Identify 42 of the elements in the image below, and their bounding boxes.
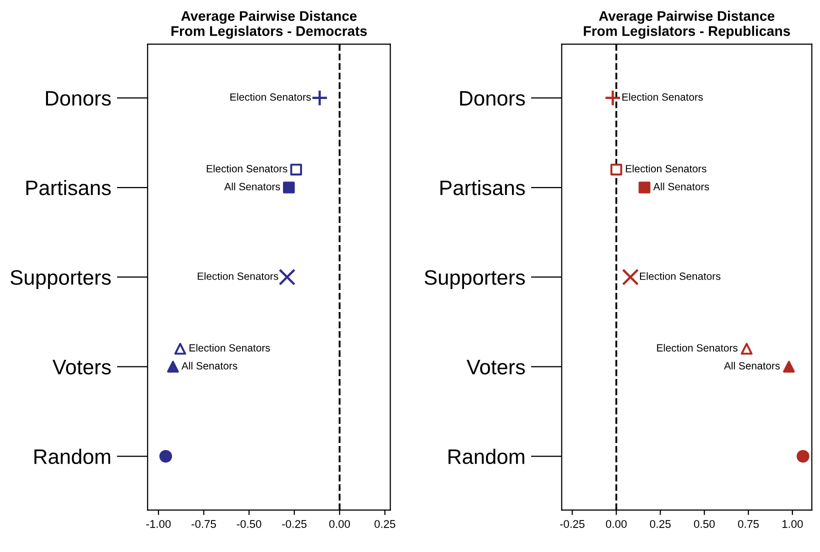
y-tick-label: Supporters	[10, 270, 111, 289]
y-tick-label: Voters	[466, 360, 525, 374]
x-tick-label: -0.75	[192, 520, 216, 528]
x-tick-label: 0.25	[650, 520, 671, 528]
text: Election Senators	[206, 164, 288, 172]
text: Election Senators	[657, 344, 738, 352]
x-tick-label: 0.25	[374, 520, 396, 528]
y-tick-label: Random	[34, 448, 110, 464]
x-tick-label: -1.00	[146, 520, 171, 528]
y-tick-label: Supporters	[424, 270, 525, 289]
chart-title: Average Pairwise Distance From Legislators - Democrats	[171, 10, 367, 39]
series-label: Election Senators	[230, 93, 311, 101]
text: Election Senators	[190, 344, 270, 352]
text: Election Senators	[198, 272, 278, 280]
series-label: All Senators	[224, 182, 280, 190]
y-tick-label: Donors	[46, 91, 111, 106]
chart-title: Average Pairwise Distance From Legislators - Republicans	[584, 10, 790, 39]
point	[283, 182, 295, 194]
x-tick-label: 1.00	[782, 520, 803, 528]
point	[638, 182, 650, 194]
x-tick-label: -0.50	[236, 520, 262, 528]
x-tick-label: 0.00	[606, 520, 627, 528]
series-label: Election Senators	[622, 93, 703, 101]
point	[159, 450, 172, 463]
y-tick-label: Donors	[460, 91, 525, 106]
x-tick-label: 0.50	[694, 520, 715, 528]
series-label: All Senators	[653, 182, 710, 190]
point	[167, 360, 179, 373]
text: Election Senators	[626, 164, 706, 172]
text: All Senators	[724, 362, 780, 370]
y-tick-label: Partisans	[26, 180, 111, 196]
point	[783, 360, 795, 373]
x-tick-label: -0.25	[282, 520, 307, 528]
y-tick-label: Random	[448, 448, 524, 464]
x-tick-label: 0.75	[738, 520, 759, 528]
x-tick-label: 0.00	[329, 520, 350, 528]
y-tick-label: Partisans	[440, 180, 525, 196]
text: Election Senators	[640, 272, 720, 280]
text: All Senators	[181, 362, 238, 370]
point	[796, 450, 810, 463]
y-tick-label: Voters	[52, 360, 111, 374]
x-tick-label: -0.25	[560, 520, 584, 528]
